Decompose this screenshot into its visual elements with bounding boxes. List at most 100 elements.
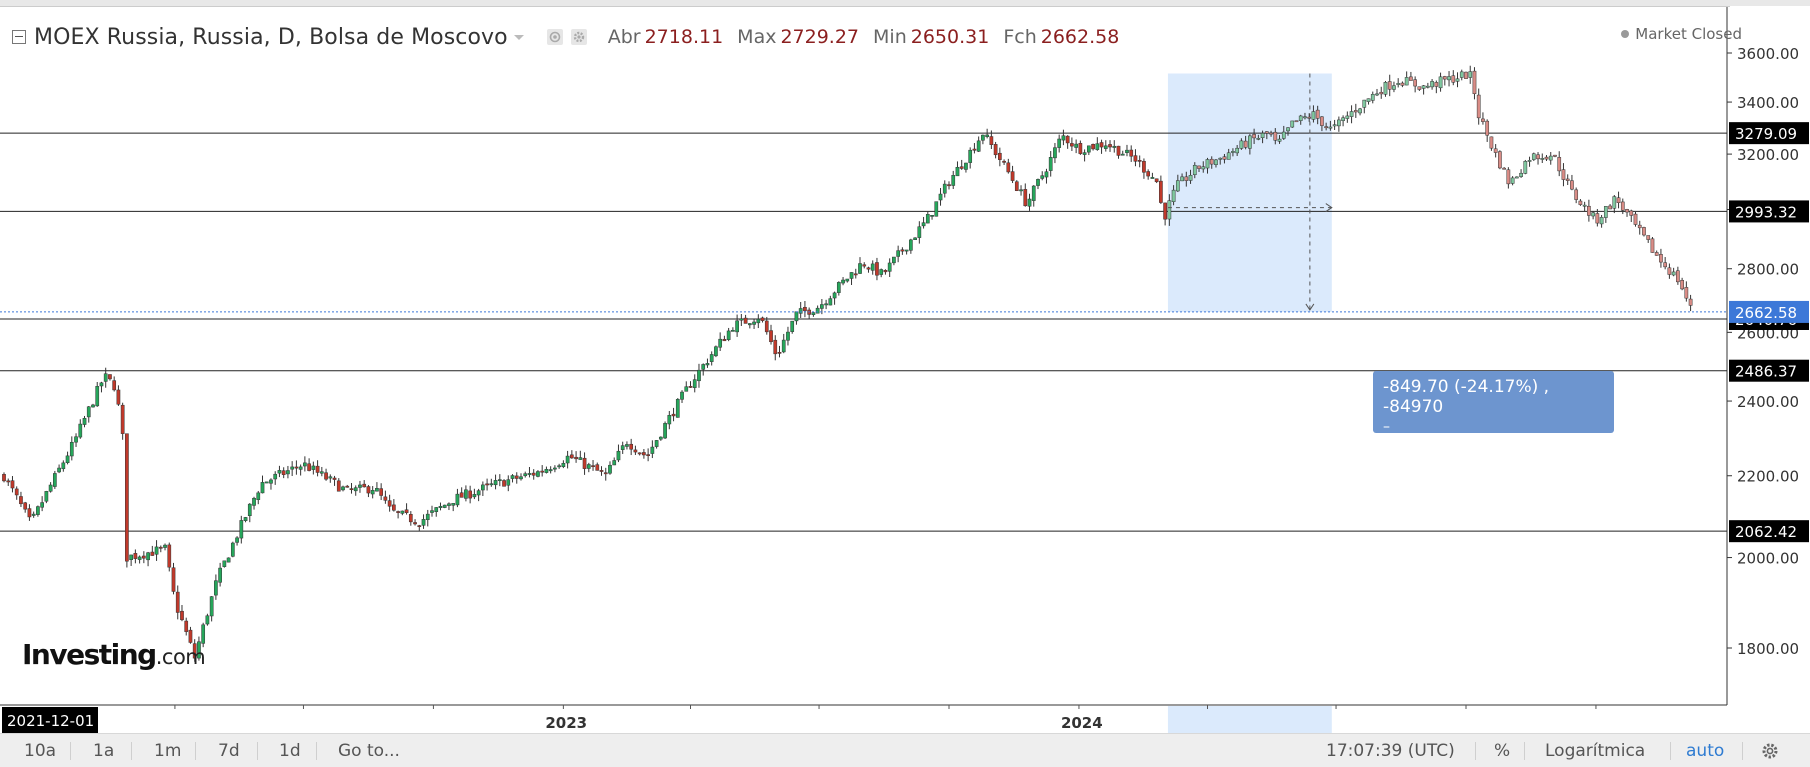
range-10a-button[interactable]: 10a	[24, 741, 57, 761]
candle-body	[1383, 82, 1388, 95]
candle-body	[1286, 127, 1290, 132]
candle-body	[1167, 200, 1172, 220]
candle-body	[603, 472, 608, 475]
chart-header: MOEX Russia, Russia, D, Bolsa de Moscovo…	[12, 22, 1119, 52]
range-7d-button[interactable]: 7d	[218, 741, 240, 761]
candle-body	[1294, 120, 1299, 123]
utc-clock[interactable]: 17:07:39 (UTC)	[1326, 741, 1455, 761]
candle-body	[1337, 119, 1341, 127]
candle-body	[1290, 120, 1295, 128]
instrument-title[interactable]: MOEX Russia, Russia, D, Bolsa de Moscovo	[34, 24, 508, 50]
range-1a-button[interactable]: 1a	[93, 741, 115, 761]
candle-body	[442, 504, 447, 508]
candle-body	[599, 470, 604, 472]
candle-body	[1544, 156, 1549, 160]
dropdown-caret-icon[interactable]	[513, 34, 524, 40]
candle-body	[353, 487, 358, 492]
candle-body	[133, 553, 138, 559]
candle-body	[832, 292, 837, 299]
candle-body	[493, 480, 498, 486]
candle-body	[1553, 154, 1557, 157]
level-price-tag	[1729, 520, 1809, 543]
candle-body	[1608, 205, 1612, 210]
candle-body	[536, 471, 540, 477]
measure-label: -849.70 (-24.17%) , -84970	[1383, 377, 1550, 417]
candle-body	[866, 267, 871, 270]
gear-icon[interactable]	[1760, 741, 1780, 761]
candle-body	[1044, 171, 1049, 178]
price-chart[interactable]: 1800.002000.002200.002400.002600.002800.…	[0, 0, 1810, 733]
log-scale-toggle[interactable]: Logarítmica	[1545, 741, 1646, 761]
y-tick-label: 1800.00	[1737, 640, 1799, 658]
candle-body	[434, 507, 439, 512]
candle-body	[718, 338, 723, 348]
candle-body	[1324, 126, 1328, 129]
candle-body	[625, 444, 629, 447]
level-price-tag	[1729, 200, 1809, 223]
candle-body	[540, 470, 545, 473]
candle-body	[1519, 172, 1523, 177]
candle-body	[701, 364, 706, 370]
candle-body	[502, 480, 506, 487]
candle-body	[722, 338, 727, 342]
candle-body	[951, 175, 956, 186]
candle-body	[883, 270, 888, 273]
candle-body	[972, 148, 977, 151]
high-label: Max	[737, 26, 777, 48]
candle-body	[141, 555, 146, 559]
percent-toggle[interactable]: %	[1494, 741, 1511, 761]
candle-body	[472, 494, 477, 498]
candle-body	[252, 497, 256, 506]
candle-body	[544, 469, 549, 473]
candle-body	[1226, 152, 1231, 160]
high-value: Max 2729.27	[737, 26, 859, 48]
candle-body	[1307, 116, 1312, 119]
candle-body	[1464, 71, 1468, 79]
candle-body	[137, 556, 142, 560]
candle-body	[1031, 185, 1036, 201]
candle-body	[404, 509, 409, 513]
candle-body	[163, 544, 167, 548]
candle-body	[303, 462, 307, 467]
open-number: 2718.11	[644, 26, 724, 48]
candle-body	[349, 488, 354, 491]
candle-body	[1561, 169, 1566, 180]
candle-body	[1531, 153, 1536, 160]
candle-body	[798, 308, 803, 314]
candle-body	[527, 473, 532, 475]
candle-body	[1404, 77, 1409, 86]
open-label: Abr	[607, 26, 641, 48]
candle-body	[154, 546, 159, 555]
candle-body	[286, 470, 290, 475]
eye-icon[interactable]	[546, 28, 564, 46]
candle-body	[74, 436, 78, 443]
candle-body	[1095, 143, 1100, 150]
separator	[1742, 742, 1743, 760]
candle-body	[57, 467, 61, 473]
candle-body	[731, 329, 735, 332]
collapse-icon[interactable]	[12, 30, 26, 44]
candle-body	[366, 486, 371, 494]
candle-body	[1243, 140, 1248, 148]
candle-body	[421, 519, 426, 526]
candle-body	[175, 591, 180, 613]
range-1m-button[interactable]: 1m	[154, 741, 182, 761]
candle-body	[803, 306, 807, 312]
candle-body	[633, 449, 638, 453]
range-1d-button[interactable]: 1d	[279, 741, 301, 761]
candle-body	[307, 463, 311, 471]
candle-body	[1523, 161, 1528, 174]
goto-button[interactable]: Go to...	[338, 741, 400, 761]
separator	[131, 742, 132, 760]
auto-scale-toggle[interactable]: auto	[1686, 741, 1725, 761]
candle-body	[1421, 85, 1426, 89]
candle-body	[332, 477, 337, 480]
candle-body	[243, 517, 248, 521]
candle-body	[1184, 176, 1189, 181]
candle-body	[1510, 177, 1515, 184]
candle-body	[947, 184, 951, 187]
candle-body	[1074, 143, 1078, 148]
gear-icon[interactable]	[570, 28, 588, 46]
candle-body	[383, 496, 388, 501]
candle-body	[396, 511, 400, 513]
